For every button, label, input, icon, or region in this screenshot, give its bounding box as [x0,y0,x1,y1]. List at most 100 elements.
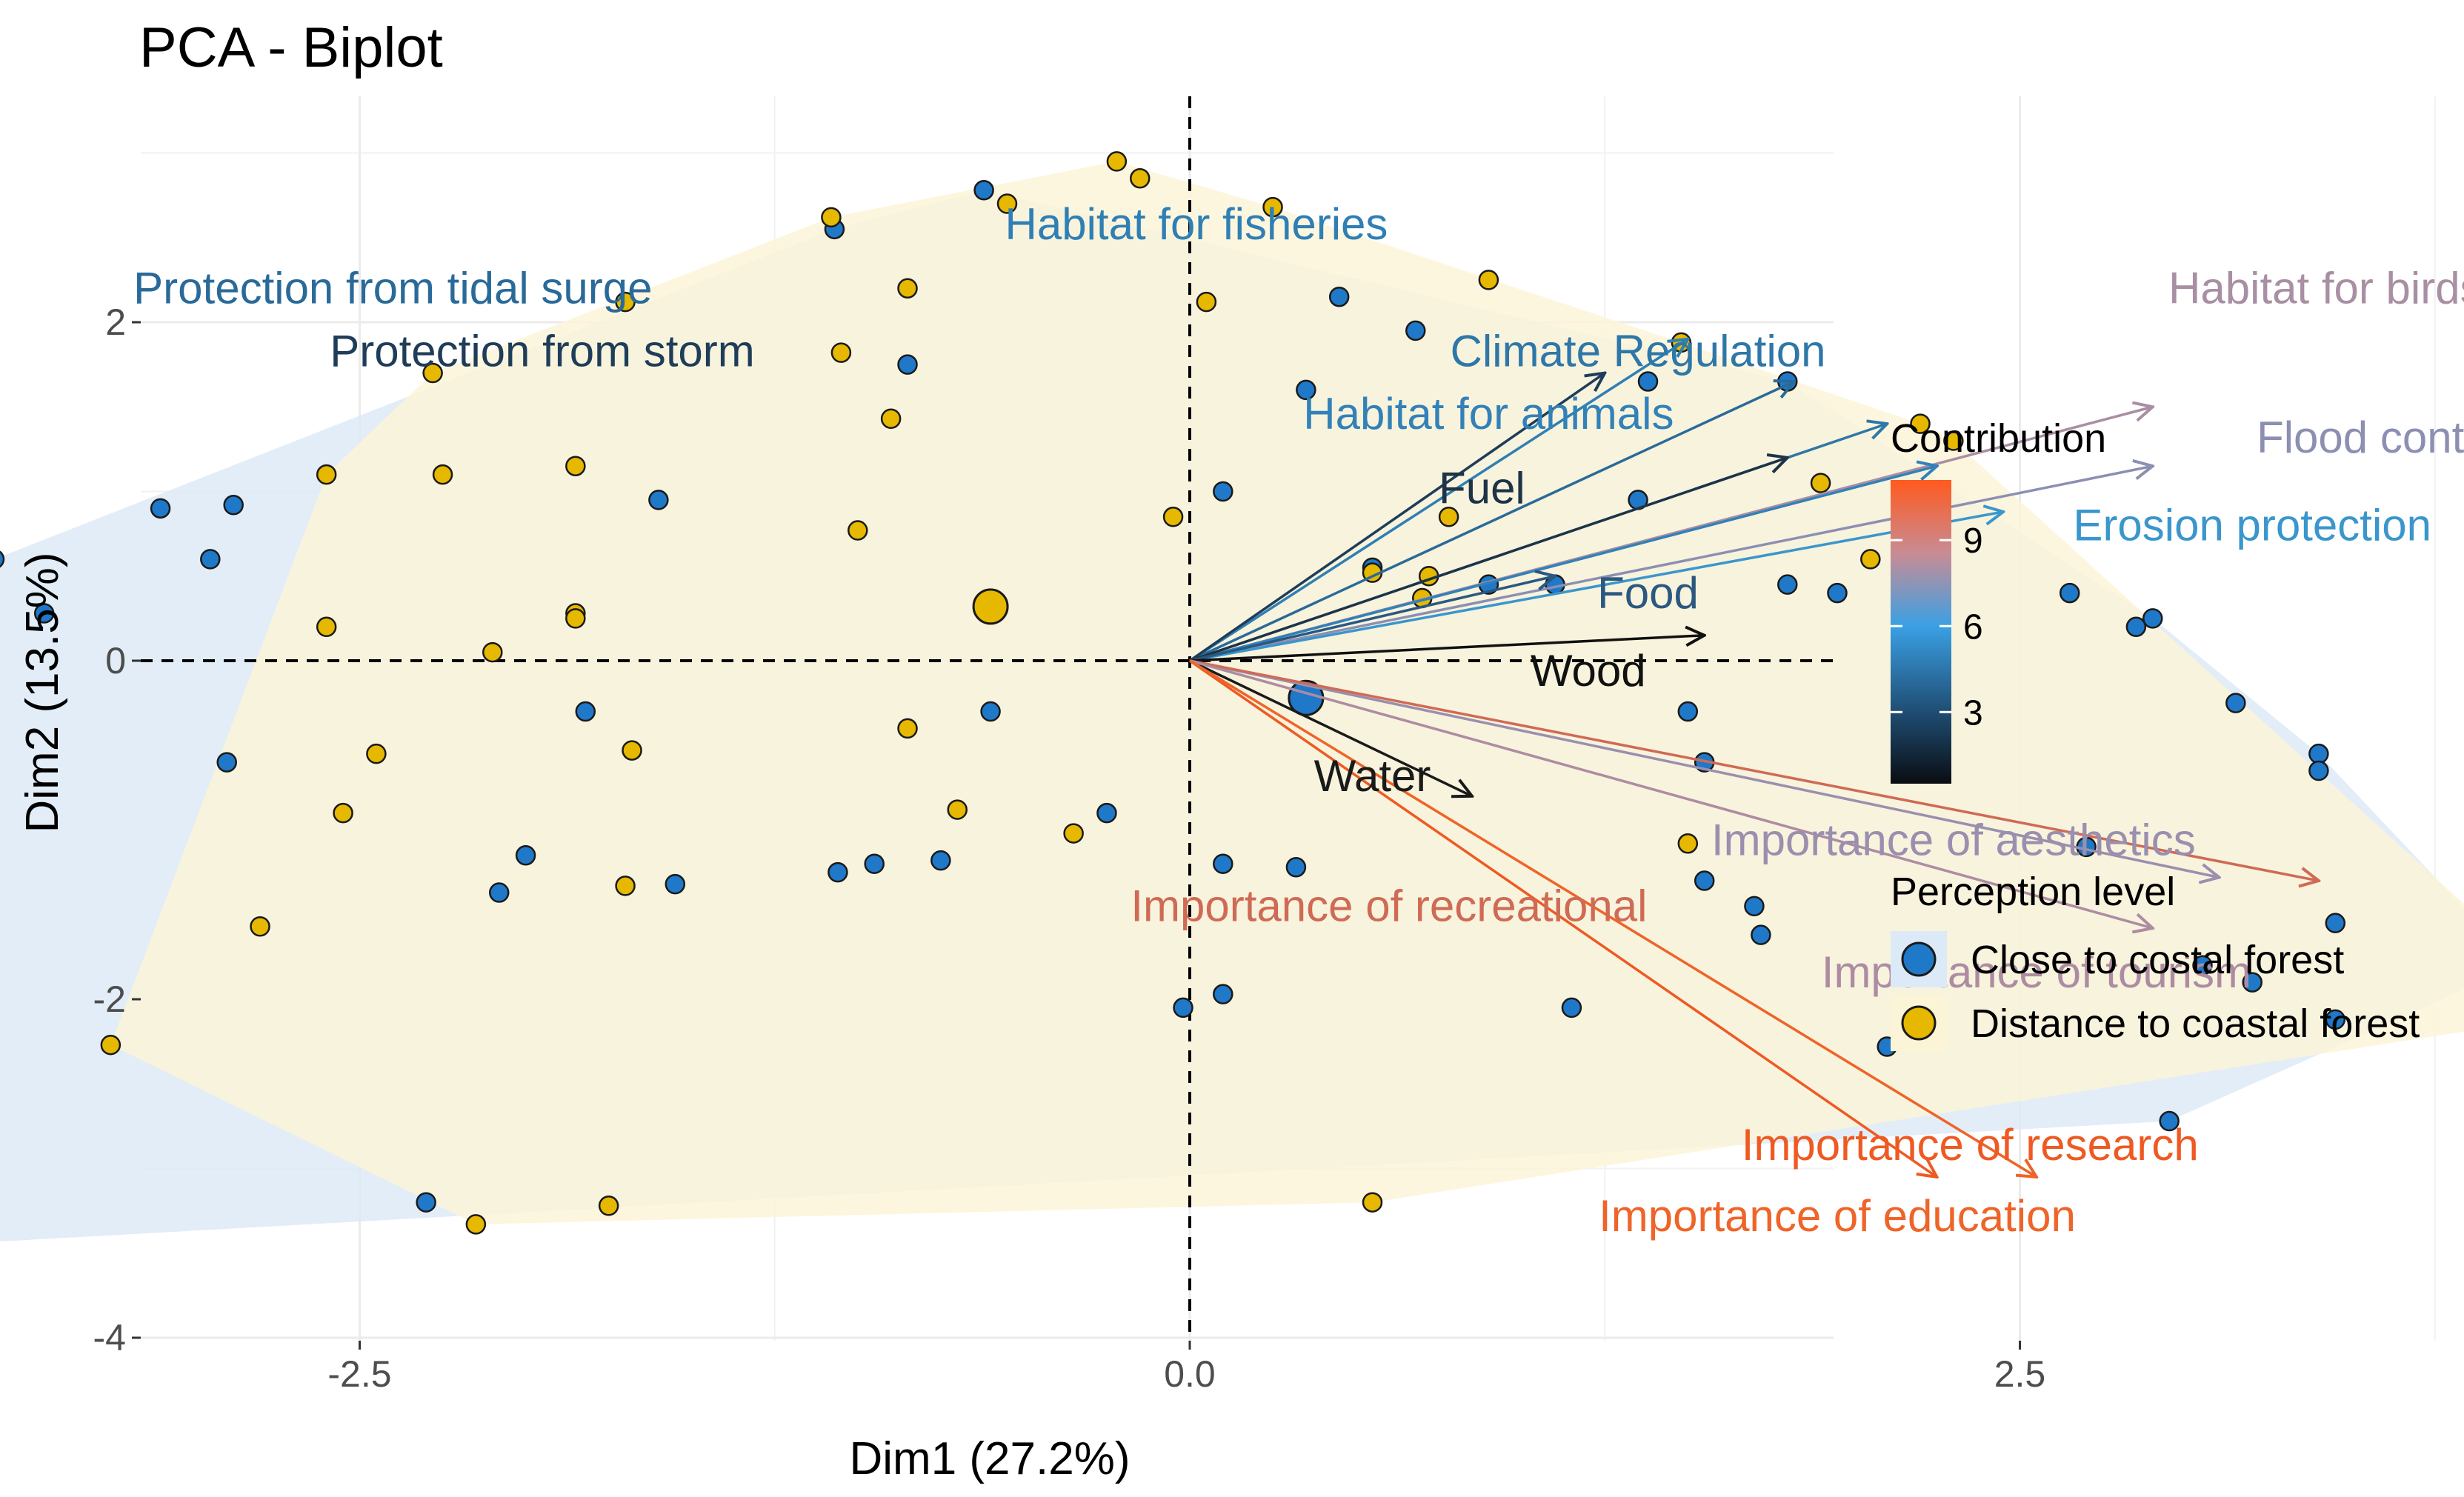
point-close [980,701,1001,722]
y-axis-title: Dim2 (13.5%) [17,553,68,833]
point-distance [897,718,918,739]
x-tick-label: 2.5 [1994,1353,2046,1395]
point-close [864,853,885,874]
point-distance [821,207,842,228]
point-distance [482,641,503,663]
point-distance [1677,833,1699,854]
point-distance [1106,151,1128,172]
contribution-colorbar [1891,480,1951,784]
label-food: Food [1597,568,1699,618]
point-close [1328,286,1350,307]
point-close [223,495,244,516]
point-close [2159,1110,2180,1132]
arrow-wood [1189,636,1705,662]
colorbar-tick-label: 6 [1963,607,1983,647]
point-distance [100,1034,121,1056]
point-close [2325,1009,2346,1030]
point-close [2325,913,2346,933]
legend-entry-label: Distance to coastal forest [1971,1001,2420,1046]
x-tick-label: -2.5 [327,1353,391,1395]
point-distance [1130,168,1151,189]
arrow-protection-from-tidal-surge [1189,381,1794,662]
point-close [1213,853,1233,874]
contribution-legend-title: Contribution [1891,416,2106,461]
label-water: Water [1314,751,1431,801]
colorbar-tick-label: 9 [1963,521,1983,561]
point-close [2192,955,2213,976]
point-distance [1362,1192,1383,1213]
point-distance [848,520,868,541]
point-distance [1478,270,1499,290]
point-close [150,498,171,519]
y-tick-label: -4 [93,1317,126,1358]
point-distance [422,362,443,384]
point-distance [622,740,642,761]
label-habitat-for-birds: Habitat for birds [2168,264,2464,313]
point-close [200,549,221,570]
y-tick-label: 2 [105,301,126,343]
point-distance [996,193,1018,214]
point-distance [598,1196,619,1216]
point-close [1213,481,1233,502]
point-close [2142,608,2163,629]
point-close [1561,997,1582,1018]
point-close [1405,320,1426,341]
point-close [1751,924,1771,945]
arrow-importance-of-research [1189,659,1937,1177]
x-tick-label: 0.0 [1164,1353,1216,1395]
arrow-flood-control [1189,466,2153,662]
point-close [1744,896,1765,917]
point-close [1827,582,1848,604]
label-climate-regulation: Climate Regulation [1451,326,1826,376]
arrow-water [1189,659,1472,796]
label-wood: Wood [1531,646,1646,696]
variable-arrows [1189,339,2319,1177]
point-close [0,550,5,568]
point-close [1694,870,1715,891]
label-importance-of-recreational: Importance of recreational [1131,881,1647,931]
point-close [665,873,686,895]
y-tick-label: 0 [105,640,126,681]
point-close [1677,701,1699,722]
arrow-protection-from-storm [1189,373,1605,662]
label-habitat-for-fisheries: Habitat for fisheries [1005,199,1388,249]
point-close [2125,616,2147,638]
label-habitat-for-animals: Habitat for animals [1303,389,1674,439]
arrow-habitat-for-animals [1189,466,1937,662]
point-distance [1438,507,1459,527]
point-close [1213,984,1233,1004]
point-close [416,1192,436,1213]
arrow-food [1189,576,1555,662]
colorbar-tick-label: 3 [1963,693,1983,733]
contribution-legend: Contribution 3 6 9 [1891,416,2106,784]
point-distance [465,1214,487,1235]
point-distance [250,916,270,937]
y-tick-label: -2 [93,978,126,1020]
point-distance [880,408,902,429]
label-importance-of-aesthetics: Importance of aesthetics [1711,816,2196,865]
point-close [2242,972,2262,993]
point-distance [333,802,353,824]
label-importance-of-research: Importance of research [1742,1120,2199,1170]
arrow-importance-of-aesthetics [1189,659,2219,877]
perception-legend: Perception level Close to costal forest Di… [1891,870,2420,1051]
label-erosion-protection: Erosion protection [2073,501,2431,550]
point-close [1296,379,1316,401]
point-close [2225,693,2246,713]
label-protection-from-storm: Protection from storm [330,326,755,376]
arrow-habitat-for-fisheries [1189,339,1688,662]
point-close [897,354,918,375]
point-close [828,861,848,883]
label-fuel: Fuel [1439,463,1525,513]
point-close [575,701,596,722]
point-distance [316,616,337,638]
legend-key-distance [1901,1005,1937,1041]
point-close [33,603,55,624]
reference-lines [141,96,1834,1341]
point-distance [1196,291,1217,313]
label-protection-from-tidal-surge: Protection from tidal surge [133,264,652,313]
point-close [1637,371,1659,392]
point-distance [432,464,453,485]
centroid-distance [972,588,1009,625]
